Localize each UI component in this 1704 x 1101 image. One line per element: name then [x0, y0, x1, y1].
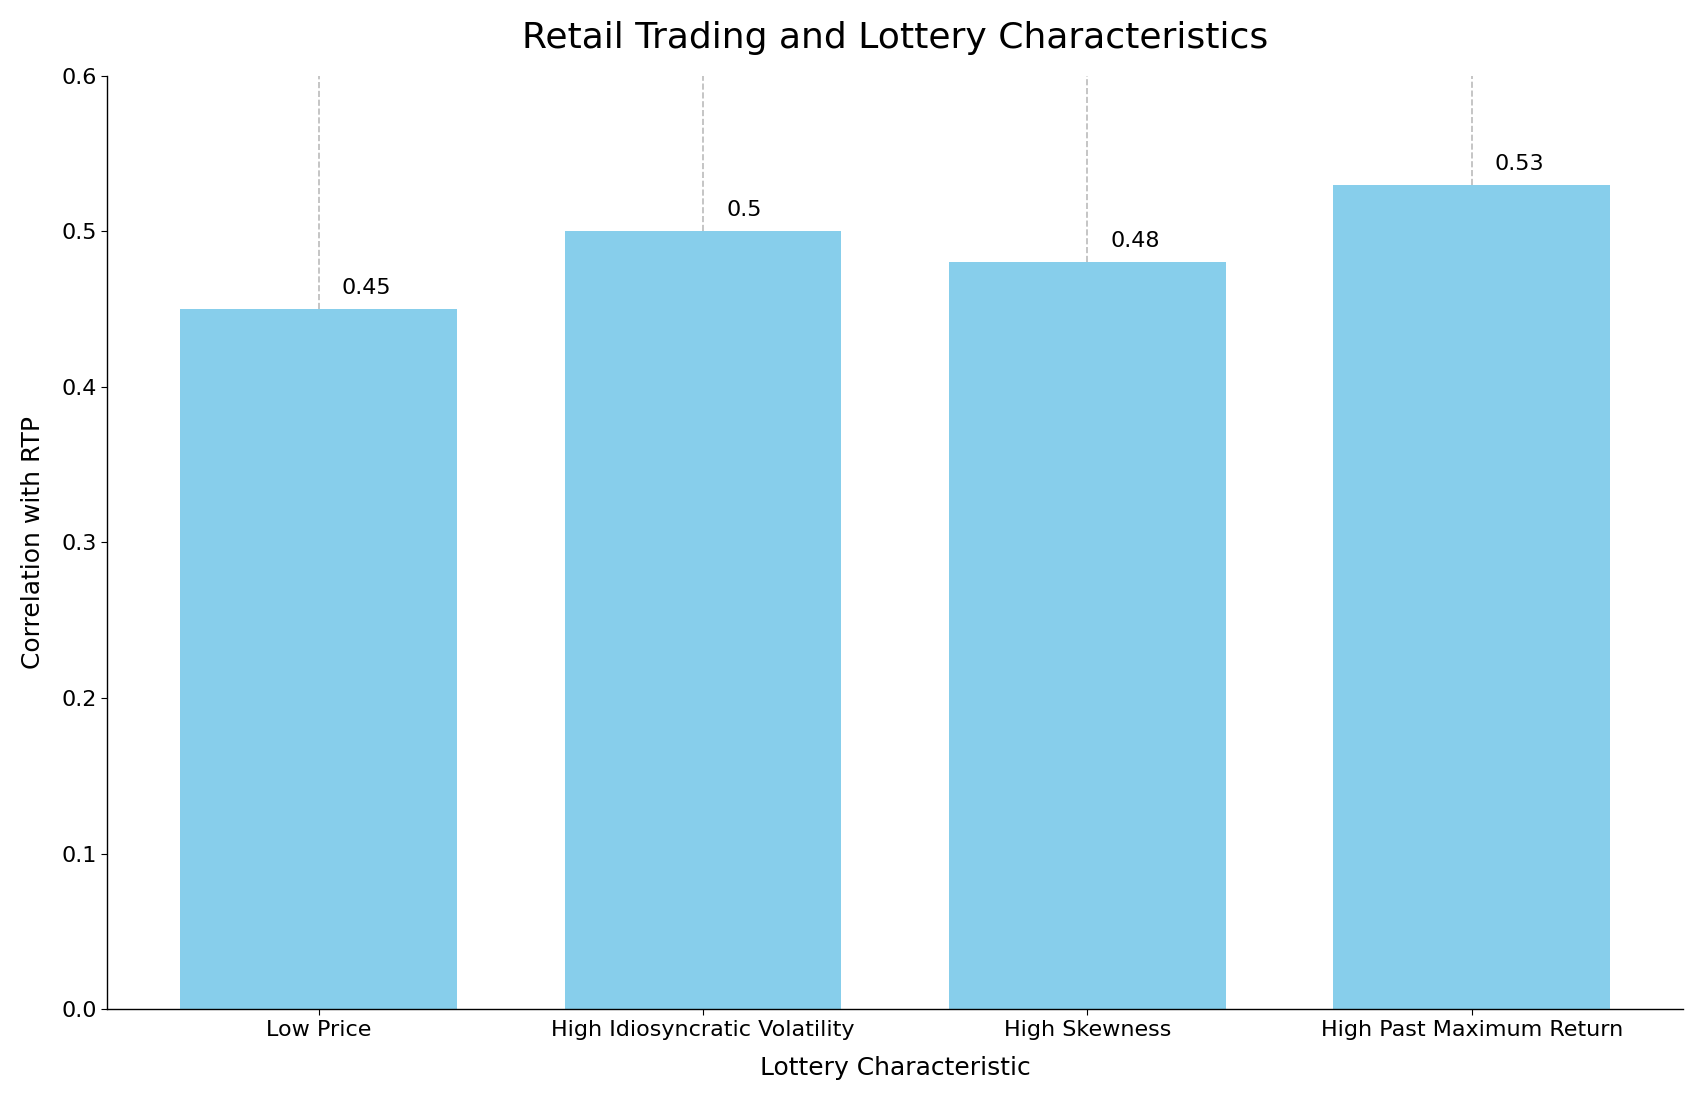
Bar — [1334, 185, 1610, 1010]
Text: 0.53: 0.53 — [1494, 154, 1544, 174]
Y-axis label: Correlation with RTP: Correlation with RTP — [20, 416, 44, 668]
Title: Retail Trading and Lottery Characteristics: Retail Trading and Lottery Characteristi… — [521, 21, 1268, 55]
Bar — [564, 231, 842, 1010]
Bar — [181, 309, 457, 1010]
X-axis label: Lottery Characteristic: Lottery Characteristic — [760, 1056, 1031, 1080]
Bar — [949, 262, 1225, 1010]
Text: 0.45: 0.45 — [343, 279, 392, 298]
Text: 0.5: 0.5 — [726, 200, 762, 220]
Text: 0.48: 0.48 — [1111, 231, 1160, 251]
